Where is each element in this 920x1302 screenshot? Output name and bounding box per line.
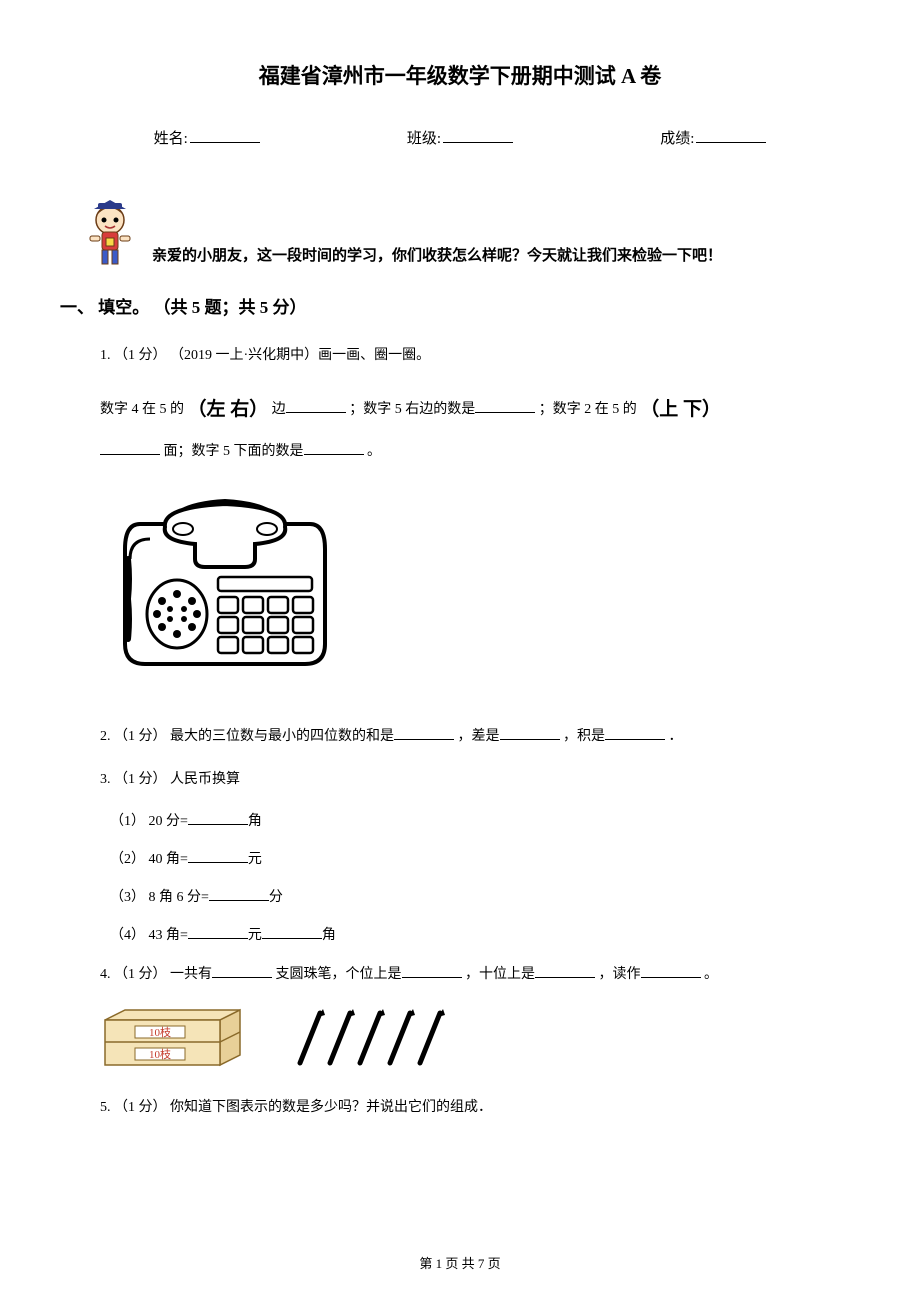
pens-icon — [285, 1005, 445, 1070]
q3-sub4: （4） 43 角= 元 角 — [110, 924, 840, 944]
class-blank — [443, 125, 513, 143]
blank — [286, 399, 346, 413]
q3-1-text: （1） 20 分= — [110, 814, 188, 829]
q2-text-1: 2. （1 分） 最大的三位数与最小的四位数的和是 — [100, 729, 394, 744]
blank — [304, 441, 364, 455]
score-blank — [696, 125, 766, 143]
name-field: 姓名: — [154, 125, 260, 148]
q3-4-unit1: 元 — [248, 928, 262, 943]
q2-end: ． — [669, 729, 683, 744]
q4-end: 。 — [704, 967, 718, 982]
q1-body: 数字 4 在 5 的 （左 右） 边 ；数字 5 右边的数是 ；数字 2 在 5… — [100, 386, 840, 469]
q3-heading: 3. （1 分） 人民币换算 — [100, 767, 840, 792]
q3-3-unit: 分 — [269, 890, 283, 905]
q4-text-3: ，十位上是 — [465, 967, 535, 982]
svg-text:10枝: 10枝 — [149, 1025, 171, 1039]
q1-choice-up-down: （上 下） — [640, 399, 721, 420]
blank — [212, 964, 272, 978]
blank — [500, 726, 560, 740]
q3-sub3: （3） 8 角 6 分= 分 — [110, 886, 840, 906]
q1-text-2: 边 — [272, 402, 286, 417]
greeting-row: 亲爱的小朋友，这一段时间的学习，你们收获怎么样呢？今天就让我们来检验一下吧！ — [80, 198, 840, 268]
mascot-icon — [80, 198, 140, 268]
class-label: 班级: — [407, 127, 441, 148]
q2: 2. （1 分） 最大的三位数与最小的四位数的和是 ，差是 ，积是 ． — [100, 724, 840, 749]
q3-1-unit: 角 — [248, 814, 262, 829]
q3-4-text: （4） 43 角= — [110, 928, 188, 943]
q1-text-1: 数字 4 在 5 的 — [100, 402, 184, 417]
q1-heading: 1. （1 分） （2019 一上·兴化期中）画一画、圈一圈。 — [100, 343, 840, 368]
q2-text-2: ，差是 — [458, 729, 500, 744]
q1-choice-left-right: （左 右） — [188, 399, 269, 420]
q3-2-text: （2） 40 角= — [110, 852, 188, 867]
q4-text-4: ，读作 — [599, 967, 641, 982]
svg-text:10枝: 10枝 — [149, 1047, 171, 1061]
blank — [188, 925, 248, 939]
page-footer: 第 1 页 共 7 页 — [0, 1253, 920, 1272]
blank — [641, 964, 701, 978]
q3-3-text: （3） 8 角 6 分= — [110, 890, 209, 905]
blank — [100, 441, 160, 455]
telephone-image — [110, 489, 840, 694]
q2-text-3: ，积是 — [563, 729, 605, 744]
q3-sub1: （1） 20 分= 角 — [110, 810, 840, 830]
blank — [535, 964, 595, 978]
greeting-text: 亲爱的小朋友，这一段时间的学习，你们收获怎么样呢？今天就让我们来检验一下吧！ — [152, 244, 722, 268]
q5-heading: 5. （1 分） 你知道下图表示的数是多少吗？并说出它们的组成． — [100, 1095, 840, 1120]
q3-4-unit2: 角 — [322, 928, 336, 943]
name-blank — [190, 125, 260, 143]
blank — [209, 887, 269, 901]
blank — [188, 849, 248, 863]
blank — [262, 925, 322, 939]
q1-text-4: ；数字 2 在 5 的 — [539, 402, 637, 417]
name-label: 姓名: — [154, 127, 188, 148]
q1-text-3: ；数字 5 右边的数是 — [349, 402, 475, 417]
pen-box-icon: 10枝 10枝 — [100, 1005, 245, 1070]
blank — [475, 399, 535, 413]
score-label: 成绩: — [660, 127, 694, 148]
blank — [394, 726, 454, 740]
q4-text-1: 4. （1 分） 一共有 — [100, 967, 212, 982]
class-field: 班级: — [407, 125, 513, 148]
q3-sub2: （2） 40 角= 元 — [110, 848, 840, 868]
blank — [188, 811, 248, 825]
blank — [605, 726, 665, 740]
section-1-title: 一、 填空。 （共 5 题；共 5 分） — [60, 293, 840, 318]
info-row: 姓名: 班级: 成绩: — [80, 125, 840, 148]
q4: 4. （1 分） 一共有 支圆珠笔，个位上是 ，十位上是 ，读作 。 — [100, 962, 840, 987]
q4-image-row: 10枝 10枝 — [100, 1005, 840, 1070]
q4-text-2: 支圆珠笔，个位上是 — [276, 967, 402, 982]
q1-end: 。 — [367, 444, 381, 459]
q3-2-unit: 元 — [248, 852, 262, 867]
blank — [402, 964, 462, 978]
q1-text-5: 面；数字 5 下面的数是 — [164, 444, 304, 459]
page-title: 福建省漳州市一年级数学下册期中测试 A 卷 — [80, 60, 840, 90]
score-field: 成绩: — [660, 125, 766, 148]
